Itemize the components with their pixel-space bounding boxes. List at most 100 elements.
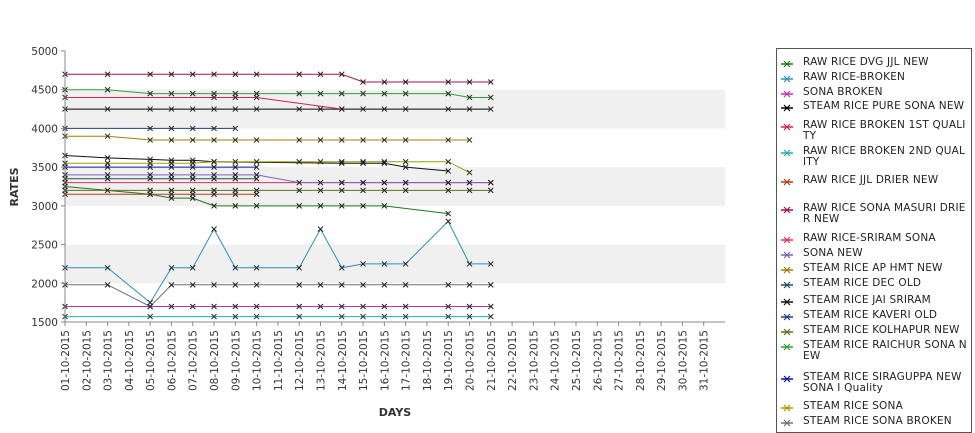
- data-point: [466, 179, 473, 186]
- y-tick-label: 2500: [31, 240, 58, 252]
- legend-marker-icon: [781, 266, 793, 274]
- data-point: [445, 179, 452, 186]
- data-point: [211, 90, 217, 97]
- data-point: [189, 303, 196, 310]
- data-point: [147, 175, 154, 182]
- data-point: [317, 71, 324, 78]
- data-point: [168, 160, 175, 167]
- data-point: [211, 158, 217, 165]
- x-tick-label: 23-10-2015: [528, 330, 540, 391]
- data-point: [168, 106, 175, 112]
- data-point: [104, 187, 111, 194]
- y-tick-label: 3000: [31, 201, 58, 213]
- legend-marker-icon: [781, 236, 793, 244]
- data-point: [147, 187, 154, 194]
- legend-marker-icon: [781, 298, 793, 306]
- y-axis-title: RATES: [8, 167, 21, 206]
- data-point: [445, 187, 452, 194]
- data-point: [189, 106, 196, 112]
- legend-marker-icon: [781, 206, 793, 214]
- legend-label: RAW RICE JJL DRIER NEW: [803, 174, 939, 186]
- data-point: [402, 187, 409, 194]
- x-tick-label: 03-10-2015: [103, 330, 115, 391]
- legend-marker-icon: [781, 75, 793, 83]
- data-point: [189, 71, 196, 78]
- data-point: [296, 179, 303, 186]
- legend-marker-icon: [781, 343, 793, 351]
- data-point: [381, 313, 388, 320]
- data-point: [317, 179, 324, 186]
- data-point: [466, 169, 473, 176]
- data-point: [232, 71, 239, 78]
- data-point: [189, 264, 196, 271]
- chart-legend: RAW RICE DVG JJL NEW RAW RICE-BROKEN SONA …: [776, 48, 972, 433]
- data-point: [253, 175, 260, 182]
- data-point: [317, 137, 324, 143]
- data-point: [338, 158, 345, 165]
- data-point: [168, 264, 175, 271]
- data-point: [104, 133, 111, 140]
- data-point: [168, 90, 175, 97]
- legend-marker-icon: [781, 123, 793, 131]
- data-point: [147, 313, 154, 320]
- x-tick-label: 11-10-2015: [273, 330, 285, 391]
- data-point: [360, 179, 366, 186]
- data-point: [445, 90, 452, 97]
- data-point: [168, 125, 175, 132]
- y-tick-label: 1500: [31, 317, 58, 329]
- legend-label: SONA NEW: [803, 247, 863, 259]
- legend-marker-icon: [781, 149, 793, 157]
- data-point: [338, 90, 345, 97]
- data-point: [487, 261, 494, 267]
- data-point: [211, 137, 217, 143]
- data-point: [338, 160, 345, 167]
- data-point: [253, 164, 260, 170]
- data-point: [253, 158, 260, 165]
- data-point: [402, 313, 409, 320]
- data-point: [296, 281, 303, 288]
- data-point: [402, 79, 409, 85]
- data-point: [360, 160, 366, 167]
- data-point: [232, 106, 239, 112]
- data-point: [402, 179, 409, 186]
- data-point: [253, 137, 260, 143]
- data-point: [211, 125, 217, 132]
- data-point: [189, 125, 196, 132]
- axes: [64, 51, 725, 323]
- data-point: [466, 137, 473, 143]
- legend-label: RAW RICE-BROKEN: [803, 71, 906, 83]
- data-point: [189, 137, 196, 143]
- data-point: [232, 125, 239, 132]
- data-point: [338, 137, 345, 143]
- data-point: [317, 106, 324, 112]
- data-point: [445, 158, 452, 165]
- data-point: [189, 187, 196, 194]
- data-point: [381, 281, 388, 288]
- data-point: [338, 303, 345, 310]
- data-point: [466, 79, 473, 85]
- data-point: [317, 281, 324, 288]
- legend-label: STEAM RICE AP HMT NEW: [803, 262, 943, 274]
- data-point: [104, 154, 111, 161]
- data-point: [487, 187, 494, 194]
- data-point: [296, 158, 303, 165]
- data-point: [381, 90, 388, 97]
- legend-marker-icon: [781, 328, 793, 336]
- x-tick-label: 20-10-2015: [465, 330, 477, 391]
- legend-label: STEAM RICE SONA BROKEN: [803, 415, 952, 427]
- data-point: [189, 160, 196, 167]
- data-point: [232, 313, 239, 320]
- data-point: [487, 281, 494, 288]
- data-point: [253, 106, 260, 112]
- data-point: [381, 79, 388, 85]
- data-point: [360, 79, 366, 85]
- data-point: [296, 313, 303, 320]
- data-point: [381, 261, 388, 267]
- legend-label: STEAM RICE DEC OLD: [803, 277, 922, 289]
- data-point: [232, 303, 239, 310]
- data-point: [211, 175, 217, 182]
- data-point: [253, 264, 260, 271]
- x-tick-label: 05-10-2015: [145, 330, 157, 391]
- data-point: [253, 71, 260, 78]
- x-tick-label: 16-10-2015: [379, 330, 391, 391]
